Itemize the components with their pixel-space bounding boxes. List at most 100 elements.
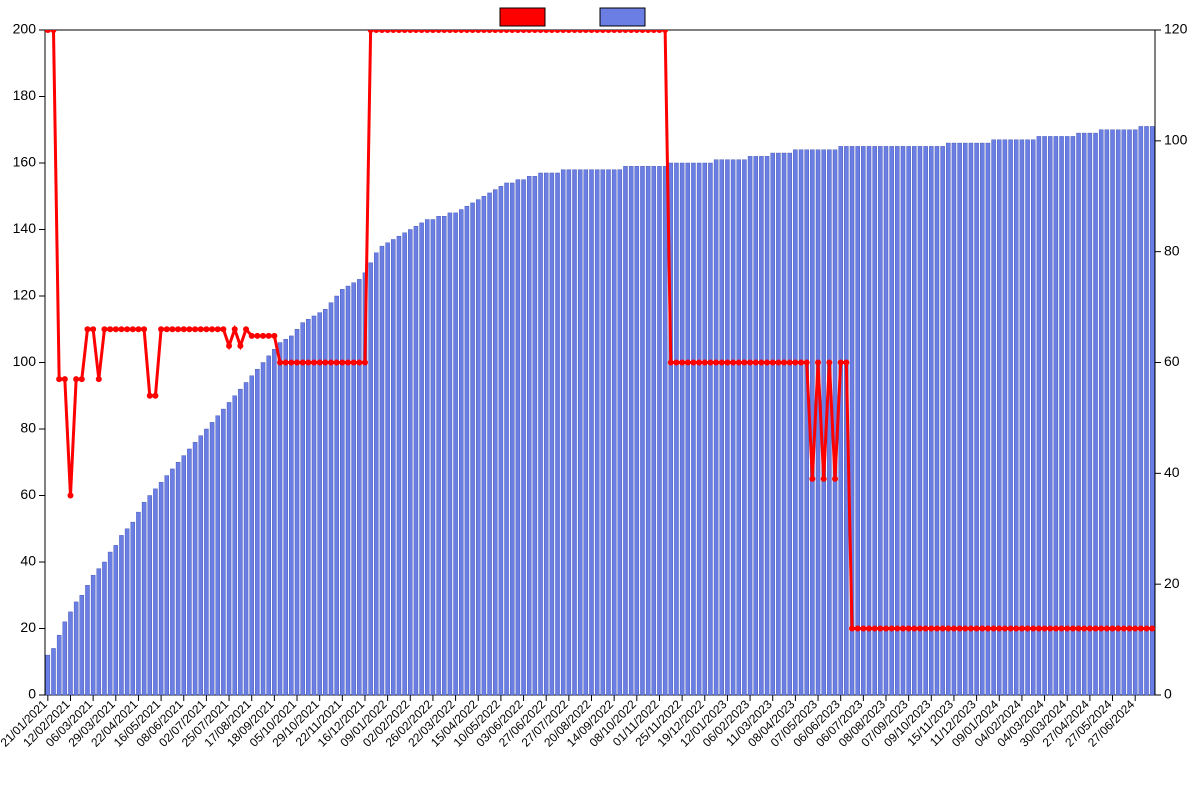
line-marker xyxy=(1110,626,1116,632)
bar xyxy=(686,163,690,695)
line-marker xyxy=(62,376,68,382)
line-marker xyxy=(198,326,204,332)
bar xyxy=(488,193,492,695)
bar xyxy=(538,173,542,695)
bar xyxy=(159,482,163,695)
line-marker xyxy=(764,360,770,366)
bar xyxy=(652,166,656,695)
bar xyxy=(522,180,526,695)
line-marker xyxy=(362,360,368,366)
line-marker xyxy=(543,27,549,33)
bar xyxy=(1020,140,1024,695)
line-marker xyxy=(215,326,221,332)
bar xyxy=(799,150,803,695)
bar xyxy=(907,146,911,695)
bar xyxy=(714,160,718,695)
line-marker xyxy=(957,626,963,632)
bar xyxy=(754,156,758,695)
line-marker xyxy=(390,27,396,33)
bar xyxy=(1026,140,1030,695)
bar xyxy=(340,289,344,695)
line-marker xyxy=(107,326,113,332)
line-marker xyxy=(1076,626,1082,632)
bar xyxy=(295,329,299,695)
bar xyxy=(431,220,435,695)
bar xyxy=(912,146,916,695)
line-marker xyxy=(277,360,283,366)
line-marker xyxy=(1008,626,1014,632)
line-marker xyxy=(164,326,170,332)
y2-tick-label: 0 xyxy=(1164,686,1172,702)
line-marker xyxy=(317,360,323,366)
bar xyxy=(119,535,123,695)
line-marker xyxy=(945,626,951,632)
bar xyxy=(788,153,792,695)
line-marker xyxy=(883,626,889,632)
bar xyxy=(589,170,593,695)
bar xyxy=(125,529,129,695)
bar xyxy=(929,146,933,695)
line-marker xyxy=(866,626,872,632)
line-marker xyxy=(1036,626,1042,632)
bar xyxy=(1122,130,1126,695)
line-marker xyxy=(1132,626,1138,632)
bar xyxy=(765,156,769,695)
bar xyxy=(901,146,905,695)
legend-swatch-line xyxy=(500,8,545,26)
line-marker xyxy=(826,360,832,366)
bar xyxy=(567,170,571,695)
line-marker xyxy=(736,360,742,366)
line-marker xyxy=(872,626,878,632)
line-marker xyxy=(538,27,544,33)
line-marker xyxy=(900,626,906,632)
line-marker xyxy=(1025,626,1031,632)
bar xyxy=(997,140,1001,695)
y1-tick-label: 80 xyxy=(20,420,36,436)
line-marker xyxy=(860,626,866,632)
bar xyxy=(204,429,208,695)
line-marker xyxy=(792,360,798,366)
line-marker xyxy=(96,376,102,382)
line-marker xyxy=(979,626,985,632)
line-marker xyxy=(532,27,538,33)
chart-svg: 0204060801001201401601802000204060801001… xyxy=(0,0,1200,800)
line-marker xyxy=(1149,626,1155,632)
bar xyxy=(555,173,559,695)
bar xyxy=(176,462,180,695)
line-marker xyxy=(50,27,56,33)
bar xyxy=(691,163,695,695)
line-marker xyxy=(402,27,408,33)
line-marker xyxy=(339,360,345,366)
line-marker xyxy=(877,626,883,632)
bar xyxy=(1099,130,1103,695)
bar xyxy=(437,216,441,695)
line-marker xyxy=(815,360,821,366)
line-marker xyxy=(1047,626,1053,632)
bar xyxy=(867,146,871,695)
bar xyxy=(221,409,225,695)
bar xyxy=(958,143,962,695)
bar xyxy=(459,210,463,695)
bar xyxy=(969,143,973,695)
bar xyxy=(210,422,214,695)
bar xyxy=(97,569,101,695)
bar xyxy=(131,522,135,695)
bar xyxy=(782,153,786,695)
bar xyxy=(771,153,775,695)
bar xyxy=(918,146,922,695)
bar xyxy=(142,502,146,695)
line-marker xyxy=(504,27,510,33)
line-marker xyxy=(475,27,481,33)
line-marker xyxy=(804,360,810,366)
line-marker xyxy=(668,360,674,366)
bar xyxy=(720,160,724,695)
line-marker xyxy=(424,27,430,33)
line-marker xyxy=(991,626,997,632)
bar xyxy=(216,416,220,695)
y1-tick-label: 100 xyxy=(13,353,37,369)
line-marker xyxy=(741,360,747,366)
bar xyxy=(674,163,678,695)
bar xyxy=(629,166,633,695)
line-marker xyxy=(549,27,555,33)
line-marker xyxy=(56,376,62,382)
